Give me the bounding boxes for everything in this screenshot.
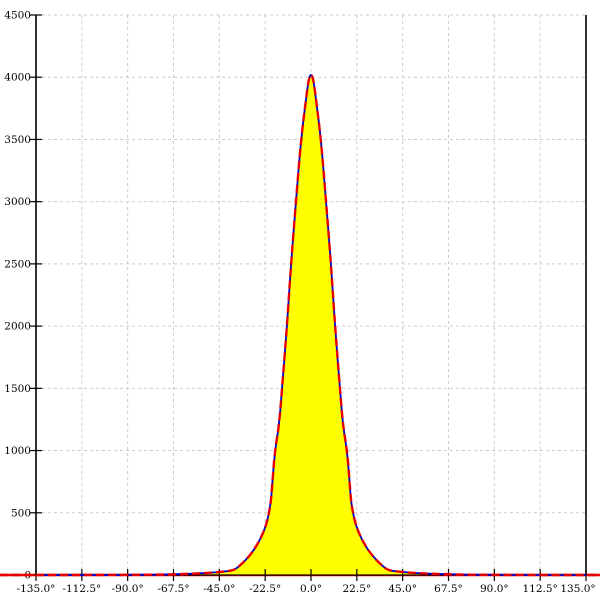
y-tick-label: 3500	[4, 134, 31, 146]
x-tick-label: 22.5°	[343, 583, 372, 595]
y-tick-label: 4000	[4, 72, 31, 84]
x-tick-label: 0.0°	[300, 583, 322, 595]
x-tick-label: -22.5°	[249, 583, 281, 595]
y-tick-label: 1000	[4, 445, 31, 457]
x-tick-label: -112.5°	[62, 583, 101, 595]
x-tick-label: -67.5°	[157, 583, 189, 595]
x-tick-label: 135.0°	[560, 583, 595, 595]
x-tick-label: -135.0°	[17, 583, 56, 595]
x-tick-label: 45.0°	[388, 583, 417, 595]
y-tick-label: 1500	[4, 383, 31, 395]
distribution-area-fill	[36, 75, 586, 576]
x-tick-label: -45.0°	[203, 583, 235, 595]
x-tick-label: 67.5°	[434, 583, 463, 595]
y-tick-label: 500	[11, 507, 31, 519]
curve-red-dashed	[0, 73, 600, 577]
x-tick-label: 90.0°	[480, 583, 509, 595]
y-tick-label: 4500	[4, 10, 31, 22]
y-tick-label: 2500	[4, 258, 31, 270]
x-tick-label: 112.5°	[523, 583, 558, 595]
y-tick-label: 3000	[4, 196, 31, 208]
y-tick-label: 2000	[4, 321, 31, 333]
x-tick-label: -90.0°	[112, 583, 144, 595]
